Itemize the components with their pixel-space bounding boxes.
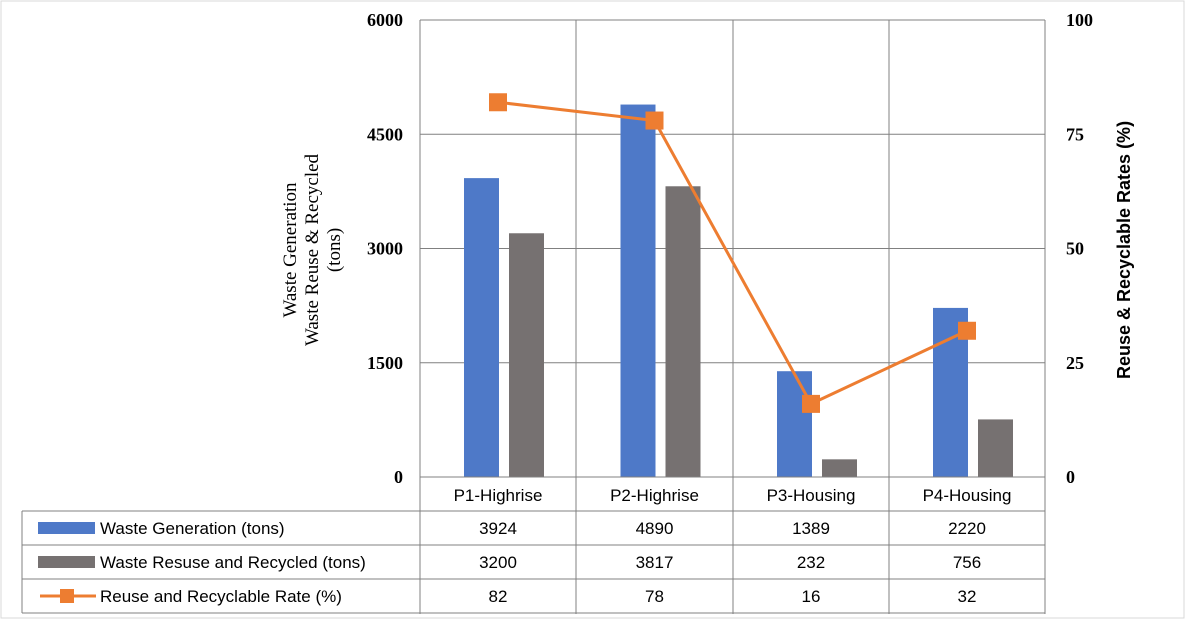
category-label: P4-Housing [923,486,1012,505]
y-tick-label: 4500 [367,124,403,144]
y2-tick-label: 0 [1066,467,1075,487]
legend-key-marker [60,589,74,603]
rate-marker [489,93,507,112]
bar-waste-recycled [509,233,544,477]
bar-waste-generation [777,371,812,477]
y2-tick-label: 25 [1066,353,1084,373]
y-tick-label: 6000 [367,10,403,30]
table-cell-value: 78 [645,587,664,606]
table-cell-value: 756 [953,553,981,572]
category-label: P2-Highrise [610,486,699,505]
bar-waste-generation [620,104,656,478]
y-axis-title: Waste Generation Waste Reuse & Recycled … [280,153,345,346]
y2-axis-title: Reuse & Recyclable Rates (%) [1114,121,1134,379]
bars [464,104,1013,478]
table-cell-value: 3200 [479,553,517,572]
y2-tick-label: 75 [1066,124,1084,144]
table-cell-value: 16 [802,587,821,606]
y-tick-label: 0 [394,467,403,487]
table-cell-value: 32 [958,587,977,606]
table-cell-value: 2220 [948,519,986,538]
y-tick-label: 1500 [367,353,403,373]
bar-waste-recycled [822,459,857,477]
rate-marker [645,111,664,130]
rate-line-path [497,100,968,406]
category-label: P1-Highrise [454,486,543,505]
series-name: Waste Generation (tons) [100,519,285,538]
y-tick-label: 3000 [367,239,403,259]
table-cell-value: 3924 [479,519,517,538]
rate-marker [958,321,976,340]
bar-waste-generation [464,178,499,477]
y-axis-title-line-3: (tons) [324,228,345,272]
table-cell-value: 232 [797,553,825,572]
y-axis-title-line-1: Waste Generation [280,182,301,318]
y2-tick-label: 50 [1066,239,1084,259]
data-table: P1-Highrise P2-Highrise P3-Housing P4-Housi… [21,476,1045,614]
category-label: P3-Housing [767,486,856,505]
table-cell-value: 1389 [792,519,830,538]
y-axis-ticks: 0 1500 3000 4500 6000 [367,10,403,487]
y-axis-title-line-2: Waste Reuse & Recycled [302,153,323,346]
table-cell-value: 4890 [636,519,674,538]
rate-marker [802,394,820,413]
y2-axis-ticks: 0 25 50 75 100 [1066,10,1093,487]
legend-key-bar [38,522,95,534]
bar-waste-recycled [665,186,701,477]
rate-line [489,93,976,413]
y2-tick-label: 100 [1066,10,1093,30]
table-cell-value: 82 [489,587,508,606]
series-name: Reuse and Recyclable Rate (%) [100,587,342,606]
series-name: Waste Resuse and Recycled (tons) [100,553,366,572]
table-cell-value: 3817 [636,553,674,572]
legend-key-bar [38,556,95,568]
bar-waste-recycled [978,419,1013,477]
